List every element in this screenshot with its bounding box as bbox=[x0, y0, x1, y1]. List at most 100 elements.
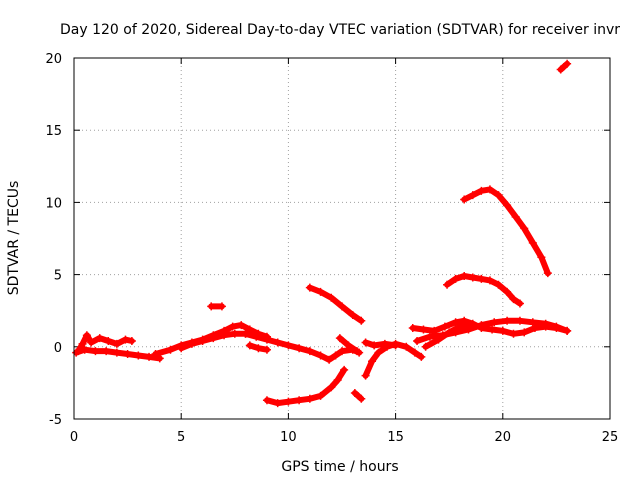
data-point bbox=[520, 224, 529, 233]
data-point bbox=[528, 318, 537, 327]
series-trail bbox=[461, 186, 551, 277]
series-trail bbox=[362, 339, 399, 349]
data-point bbox=[284, 397, 293, 406]
data-point bbox=[552, 322, 561, 331]
data-point bbox=[87, 338, 96, 347]
series-trail bbox=[409, 317, 571, 337]
grid bbox=[74, 58, 610, 419]
data-point bbox=[273, 399, 282, 408]
data-point bbox=[82, 331, 91, 340]
data-point bbox=[121, 335, 130, 344]
data-point bbox=[295, 344, 304, 353]
data-point bbox=[528, 238, 537, 247]
y-axis-title: SDTVAR / TECUs bbox=[6, 181, 22, 296]
data-point bbox=[316, 287, 325, 296]
series-track-8 bbox=[262, 365, 349, 408]
data-point bbox=[391, 341, 400, 350]
data-point bbox=[198, 337, 207, 346]
chart-title: Day 120 of 2020, Sidereal Day-to-day VTE… bbox=[60, 22, 620, 38]
data-point bbox=[440, 322, 449, 331]
data-point bbox=[451, 274, 460, 283]
data-point bbox=[368, 357, 377, 366]
data-point bbox=[511, 212, 520, 221]
series-trail bbox=[444, 273, 523, 307]
data-point bbox=[477, 186, 486, 195]
data-point bbox=[353, 347, 362, 356]
series-track-16 bbox=[421, 321, 475, 351]
data-point bbox=[327, 293, 336, 302]
data-point bbox=[370, 341, 379, 350]
y-tick-label: 0 bbox=[54, 341, 62, 356]
data-point bbox=[335, 334, 344, 343]
data-point bbox=[325, 355, 334, 364]
series-track-17 bbox=[443, 272, 524, 308]
data-point bbox=[350, 389, 359, 398]
data-point bbox=[305, 394, 314, 403]
data-point bbox=[187, 339, 196, 348]
data-point bbox=[254, 344, 263, 353]
data-point bbox=[451, 318, 460, 327]
data-point bbox=[207, 302, 216, 311]
data-point bbox=[419, 325, 428, 334]
y-tick-label: 10 bbox=[45, 196, 62, 211]
data-point bbox=[220, 331, 229, 340]
x-tick-label: 10 bbox=[280, 430, 297, 445]
data-point bbox=[361, 371, 370, 380]
data-point bbox=[252, 332, 261, 341]
data-point bbox=[127, 337, 136, 346]
data-point bbox=[468, 273, 477, 282]
data-point bbox=[151, 350, 160, 359]
plot-frame bbox=[73, 57, 611, 420]
data-point bbox=[112, 348, 121, 357]
data-point bbox=[305, 283, 314, 292]
y-tick-label: 15 bbox=[45, 124, 62, 139]
data-point bbox=[237, 321, 246, 330]
data-point bbox=[357, 316, 366, 325]
data-point bbox=[316, 351, 325, 360]
data-point bbox=[284, 341, 293, 350]
data-point bbox=[563, 59, 572, 68]
series-track-6 bbox=[207, 302, 226, 311]
data-point bbox=[361, 338, 370, 347]
data-point bbox=[445, 328, 454, 337]
data-point bbox=[91, 347, 100, 356]
data-point bbox=[95, 334, 104, 343]
data-point bbox=[327, 383, 336, 392]
data-point bbox=[241, 329, 250, 338]
series-track-2 bbox=[72, 345, 164, 363]
series-track-13 bbox=[361, 338, 400, 350]
y-tick-label: 20 bbox=[45, 52, 62, 67]
series-trail bbox=[557, 60, 571, 73]
data-point bbox=[477, 274, 486, 283]
series-track-18 bbox=[460, 185, 552, 278]
data-point bbox=[413, 337, 422, 346]
data-point bbox=[338, 302, 346, 311]
data-point bbox=[434, 335, 443, 344]
x-axis-title: GPS time / hours bbox=[281, 459, 398, 475]
data-point bbox=[134, 351, 143, 360]
data-point bbox=[402, 342, 411, 351]
data-point bbox=[78, 339, 87, 348]
x-tick-labels: 0 5 10 15 20 25 bbox=[70, 430, 618, 445]
data-point bbox=[145, 352, 154, 361]
x-tick-label: 0 bbox=[70, 430, 78, 445]
data-point bbox=[421, 342, 430, 351]
y-tick-labels: -5 0 5 10 15 20 bbox=[45, 52, 62, 428]
data-point bbox=[262, 345, 271, 354]
data-point bbox=[104, 337, 113, 346]
data-point bbox=[543, 269, 552, 278]
data-point bbox=[262, 335, 271, 344]
data-point bbox=[503, 316, 512, 325]
data-point bbox=[262, 396, 271, 405]
y-tick-label: 5 bbox=[54, 269, 62, 284]
data-point bbox=[503, 287, 512, 296]
data-point bbox=[316, 391, 325, 400]
data-point bbox=[541, 319, 550, 328]
series-track-9 bbox=[305, 283, 366, 325]
x-tick-label: 5 bbox=[177, 430, 185, 445]
data-point bbox=[338, 347, 346, 356]
data-point bbox=[485, 276, 494, 285]
data-point bbox=[340, 365, 349, 374]
data-point bbox=[166, 345, 175, 354]
